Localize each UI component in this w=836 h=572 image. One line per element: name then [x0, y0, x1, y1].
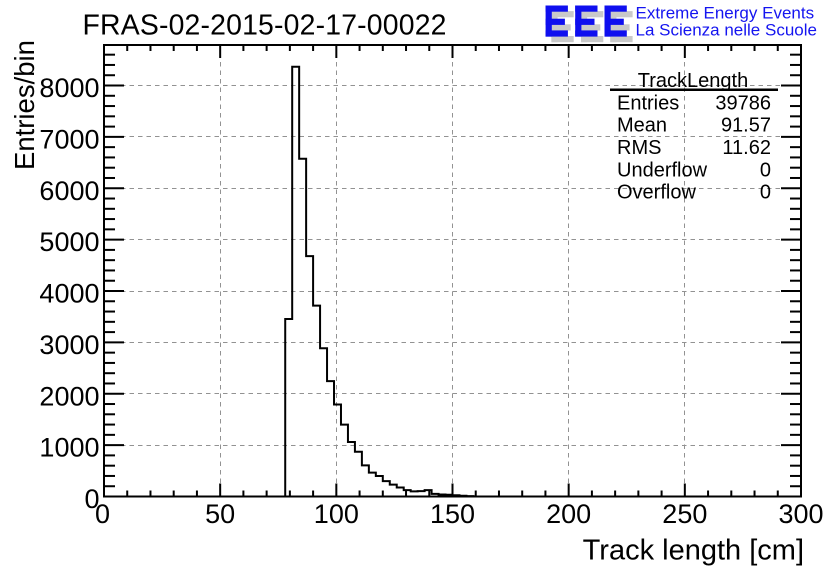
svg-text:250: 250 [662, 499, 707, 529]
svg-text:2000: 2000 [39, 381, 99, 411]
svg-text:91.57: 91.57 [721, 115, 771, 137]
svg-text:RMS: RMS [617, 137, 661, 159]
svg-text:7000: 7000 [39, 124, 99, 154]
svg-text:0: 0 [84, 484, 99, 514]
svg-text:1000: 1000 [39, 433, 99, 463]
svg-text:Underflow: Underflow [617, 159, 708, 181]
svg-text:50: 50 [205, 499, 235, 529]
svg-text:La Scienza nelle Scuole: La Scienza nelle Scuole [636, 21, 817, 40]
svg-text:Entries: Entries [617, 92, 679, 114]
svg-text:5000: 5000 [39, 227, 99, 257]
svg-text:Entries/bin: Entries/bin [9, 40, 40, 170]
svg-text:150: 150 [430, 499, 475, 529]
svg-text:0: 0 [760, 159, 771, 181]
svg-text:FRAS-02-2015-02-17-00022: FRAS-02-2015-02-17-00022 [83, 10, 447, 42]
svg-text:100: 100 [314, 499, 359, 529]
svg-text:39786: 39786 [715, 92, 771, 114]
svg-text:4000: 4000 [39, 279, 99, 309]
svg-text:11.62: 11.62 [722, 137, 771, 159]
svg-text:0: 0 [95, 499, 110, 529]
svg-text:300: 300 [778, 499, 823, 529]
svg-text:Extreme Energy Events: Extreme Energy Events [636, 4, 815, 23]
svg-text:0: 0 [760, 182, 771, 204]
svg-text:200: 200 [546, 499, 591, 529]
svg-text:Track length [cm]: Track length [cm] [583, 534, 804, 566]
svg-text:Mean: Mean [617, 115, 667, 137]
svg-text:8000: 8000 [39, 73, 99, 103]
svg-text:Overflow: Overflow [617, 182, 696, 204]
svg-text:3000: 3000 [39, 330, 99, 360]
svg-text:TrackLength: TrackLength [638, 70, 748, 92]
svg-text:6000: 6000 [39, 176, 99, 206]
